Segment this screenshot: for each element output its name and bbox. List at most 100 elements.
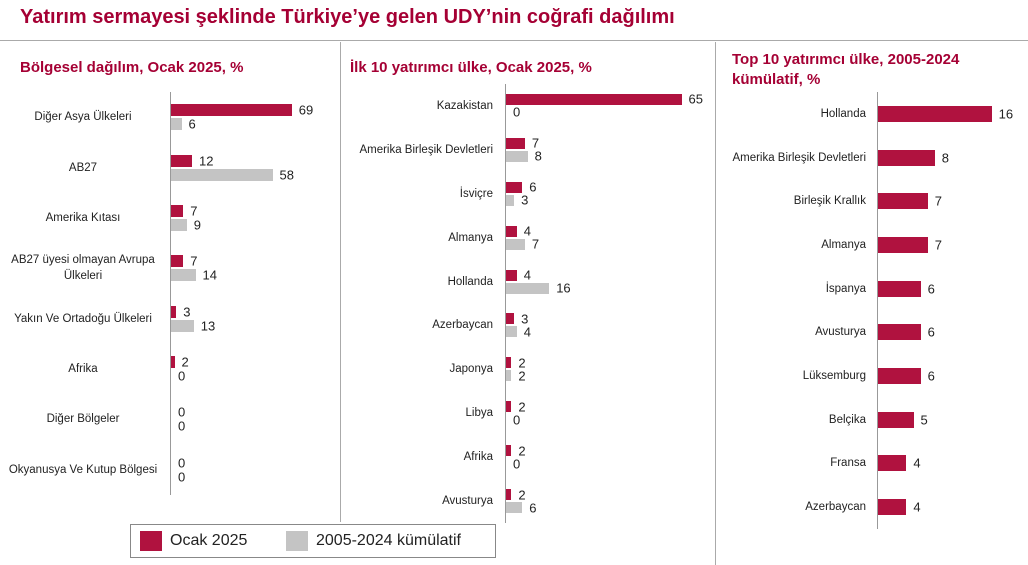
category-label: Diğer Bölgeler [46, 413, 120, 426]
axis-line [170, 92, 171, 495]
value-label: 0 [178, 418, 186, 434]
bar [171, 218, 187, 231]
value-label: 4 [523, 324, 532, 340]
value-label: 0 [178, 404, 186, 420]
bar [506, 401, 512, 413]
bar [878, 280, 921, 297]
value-label: 6 [529, 179, 537, 195]
value-label: 0 [513, 412, 521, 428]
value-label: 4 [523, 223, 532, 239]
value-label: 2 [518, 399, 526, 415]
bar [506, 326, 517, 338]
bar [506, 181, 523, 193]
value-label: 3 [183, 304, 191, 320]
category-label: Kazakistan [436, 99, 493, 112]
page-title: Yatırım sermayesi şeklinde Türkiye’ye ge… [20, 6, 675, 28]
bar [878, 411, 914, 428]
value-label: 58 [279, 167, 294, 183]
bar [878, 236, 928, 253]
category-label: Azerbaycan [805, 501, 866, 514]
bar [878, 105, 992, 122]
value-label: 4 [523, 267, 532, 283]
bar [506, 269, 517, 281]
bar [878, 455, 907, 472]
value-label: 3 [521, 192, 529, 208]
bar [171, 255, 184, 268]
value-label: 65 [688, 91, 703, 107]
bar [506, 282, 550, 294]
value-label: 7 [531, 236, 540, 252]
category-label: Belçika [828, 413, 866, 426]
bar [171, 305, 177, 318]
value-label: 0 [513, 456, 521, 472]
category-label: Afrika [463, 451, 493, 464]
category-label: Avusturya [815, 326, 866, 339]
category-label: Yakın Ve Ortadoğu Ülkeleri [14, 312, 152, 325]
value-label: 16 [556, 280, 571, 296]
bar [506, 150, 528, 162]
category-label: Diğer Asya Ülkeleri [34, 111, 132, 124]
axis-line [505, 84, 506, 523]
value-label: 13 [200, 318, 216, 334]
bar [506, 225, 517, 237]
bar [506, 194, 515, 206]
category-label: Afrika [68, 363, 98, 376]
value-label: 6 [927, 368, 935, 384]
value-label: 14 [202, 267, 217, 283]
axis-line [877, 92, 878, 529]
chart-subtitle: Top 10 yatırımcı ülke, 2005-2024 kümülat… [732, 51, 960, 88]
category-label: AB27 üyesi olmayan Avrupa Ülkeleri [11, 254, 155, 283]
bar [506, 502, 523, 514]
value-label: 0 [178, 455, 186, 471]
category-label: Okyanusya Ve Kutup Bölgesi [8, 463, 158, 476]
value-label: 4 [913, 455, 921, 471]
chart-subtitle: İlk 10 yatırımcı ülke, Ocak 2025, % [350, 59, 592, 76]
bar [878, 149, 935, 166]
value-label: 7 [934, 193, 942, 209]
value-label: 7 [934, 237, 942, 253]
bar [506, 370, 512, 382]
category-label: Hollanda [447, 275, 493, 288]
category-label: Azerbaycan [432, 319, 493, 332]
value-label: 2 [518, 368, 526, 384]
divider [0, 40, 1028, 41]
value-label: 7 [190, 253, 198, 269]
value-label: 2 [518, 487, 526, 503]
category-label: Amerika Birleşik Devletleri [732, 151, 866, 164]
value-label: 9 [193, 217, 201, 233]
bar [171, 319, 194, 332]
category-label: Almanya [448, 231, 493, 244]
bar [171, 204, 184, 217]
bar [506, 238, 525, 250]
category-label: AB27 [68, 161, 98, 174]
value-label: 6 [927, 281, 935, 297]
category-label: Birleşik Krallık [793, 195, 866, 208]
bar [171, 168, 273, 181]
value-label: 2 [181, 354, 189, 370]
value-label: 0 [513, 104, 521, 120]
value-label: 8 [534, 148, 542, 164]
value-label: 3 [521, 311, 529, 327]
category-label: Hollanda [820, 107, 866, 120]
bar [878, 324, 921, 341]
value-label: 4 [913, 499, 921, 515]
legend-label: Ocak 2025 [170, 532, 248, 549]
value-label: 7 [190, 203, 198, 219]
bar [506, 137, 525, 149]
value-label: 0 [178, 368, 186, 384]
value-label: 2 [518, 355, 526, 371]
value-label: 12 [199, 153, 214, 169]
bar [878, 368, 921, 385]
category-label: Fransa [830, 457, 866, 470]
bar [506, 313, 515, 325]
bar [171, 154, 192, 167]
category-label: Avusturya [442, 495, 493, 508]
bar [506, 93, 682, 105]
bar [506, 445, 512, 457]
bar [171, 118, 182, 131]
legend-box [130, 524, 496, 558]
divider [715, 42, 716, 565]
value-label: 7 [531, 135, 540, 151]
value-label: 6 [529, 500, 537, 516]
bar [878, 193, 928, 210]
